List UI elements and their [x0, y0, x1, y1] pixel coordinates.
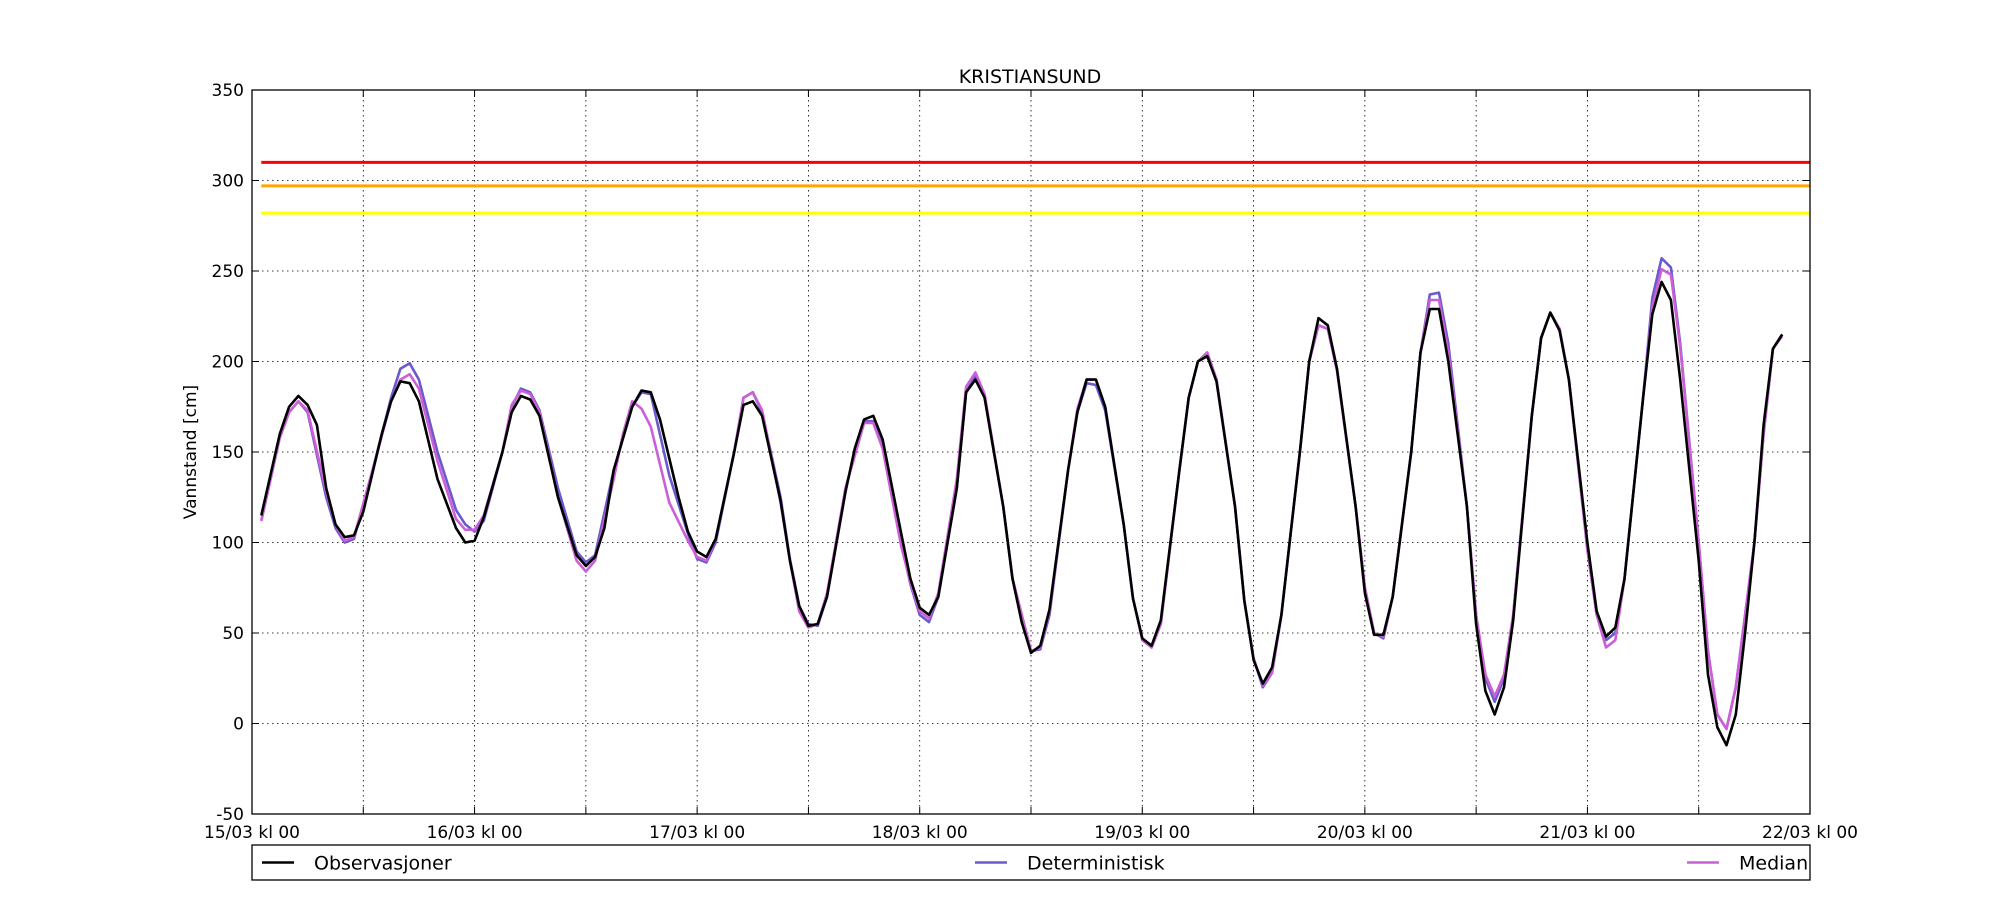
y-tick-label: -50: [216, 805, 244, 825]
y-tick-label: 300: [212, 172, 244, 192]
legend-frame: [251, 844, 1811, 881]
y-tick-label: 0: [233, 715, 244, 735]
y-tick-label: 50: [222, 624, 244, 644]
x-tick-label: 22/03 kl 00: [1762, 823, 1858, 843]
legend-label: Observasjoner: [314, 853, 452, 875]
legend: Observasjoner Deterministisk Median: [251, 844, 1811, 881]
x-tick-label: 21/03 kl 00: [1539, 823, 1635, 843]
legend-label: Median: [1739, 853, 1808, 875]
chart-title: KRISTIANSUND: [959, 66, 1102, 88]
x-tick-label: 15/03 kl 00: [204, 823, 300, 843]
grid-lines: [252, 90, 1810, 814]
y-tick-label: 150: [212, 443, 244, 463]
y-tick-label: 200: [212, 353, 244, 373]
y-axis-title: Vannstand [cm]: [181, 385, 201, 519]
axis-ticks: -50 0 50 100 150 200 250 300 350 15/03 kl 00 16/03…: [204, 81, 1858, 843]
legend-label: Deterministisk: [1027, 853, 1165, 875]
x-tick-label: 17/03 kl 00: [649, 823, 745, 843]
x-tick-label: 16/03 kl 00: [427, 823, 523, 843]
series-line-observasjoner: [260, 280, 1784, 747]
x-tick-label: 19/03 kl 00: [1094, 823, 1190, 843]
series-lines: [260, 257, 1784, 747]
threshold-lines: [261, 160, 1810, 215]
x-tick-label: 20/03 kl 00: [1317, 823, 1413, 843]
y-tick-label: 250: [212, 262, 244, 282]
x-tick-label: 18/03 kl 00: [872, 823, 968, 843]
y-tick-label: 100: [212, 534, 244, 554]
y-tick-label: 350: [212, 81, 244, 101]
